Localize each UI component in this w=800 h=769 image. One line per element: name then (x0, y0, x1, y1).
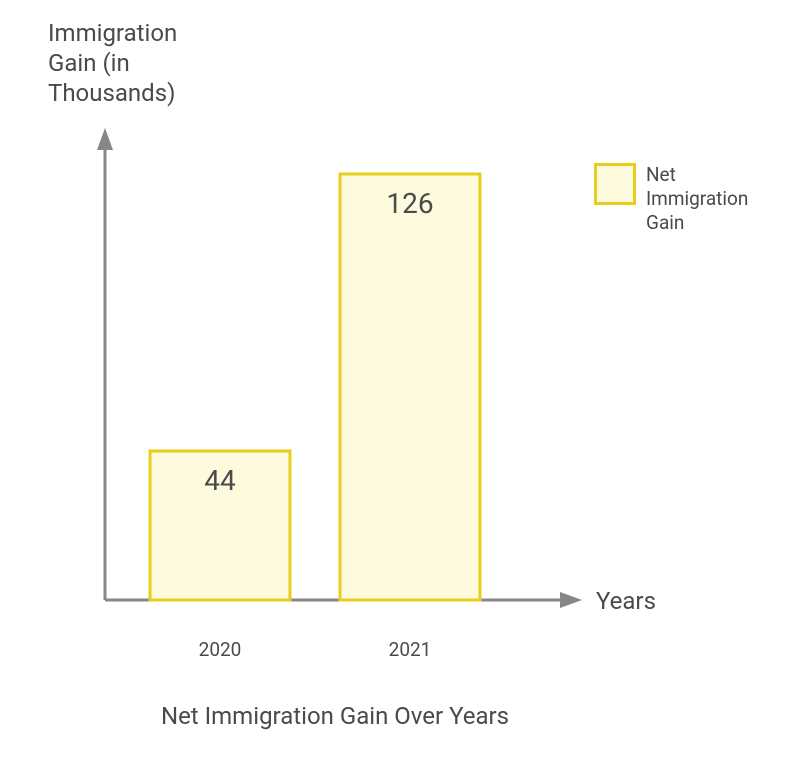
y-axis-arrow-icon (97, 128, 113, 150)
bar-label-2021: 126 (386, 187, 433, 220)
x-axis-arrow-icon (560, 592, 582, 608)
x-tick-2020: 2020 (150, 638, 290, 661)
x-axis-title: Years (596, 587, 656, 615)
legend-label-text: NetImmigrationGain (646, 163, 748, 234)
chart-title: Net Immigration Gain Over Years (105, 702, 565, 730)
legend: NetImmigrationGain (594, 163, 748, 234)
bar-label-2020: 44 (204, 464, 236, 497)
bar-2021 (340, 174, 480, 600)
legend-label: NetImmigrationGain (646, 163, 748, 234)
legend-swatch-icon (594, 163, 636, 205)
x-tick-2021: 2021 (340, 638, 480, 661)
